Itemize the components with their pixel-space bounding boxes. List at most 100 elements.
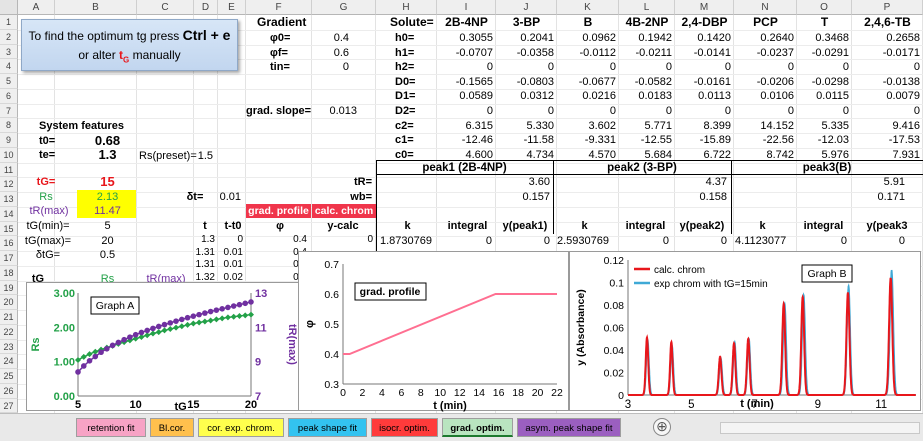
param-cell[interactable]: 0.3055 (459, 32, 493, 44)
row-header-14[interactable]: 14 (0, 206, 18, 222)
param-cell[interactable]: 0.2041 (520, 32, 554, 44)
param-cell[interactable]: 5.976 (821, 148, 849, 161)
param-cell[interactable]: 0.0115 (816, 90, 849, 103)
row-header-27[interactable]: 27 (0, 398, 18, 414)
param-cell[interactable]: -12.03 (817, 134, 849, 147)
param-cell[interactable]: 6.722 (703, 148, 731, 161)
param-cell[interactable]: 6.315 (465, 119, 493, 132)
param-cell[interactable]: -0.0803 (516, 75, 554, 88)
param-cell[interactable]: -0.0707 (455, 46, 493, 59)
tg-value[interactable]: 15 (100, 174, 115, 189)
sheet-tab[interactable]: asym. peak shape fit (517, 418, 621, 437)
row-header-13[interactable]: 13 (0, 192, 18, 207)
param-cell[interactable]: 0 (486, 61, 493, 74)
param-cell[interactable]: 5.330 (526, 119, 554, 132)
param-cell[interactable]: 0.0216 (582, 90, 616, 103)
param-cell[interactable]: -0.0358 (516, 46, 554, 59)
column-header-j[interactable]: J (496, 0, 557, 15)
select-all-corner[interactable] (0, 0, 18, 15)
row-header-21[interactable]: 21 (0, 310, 18, 325)
param-cell[interactable]: 0.1420 (697, 32, 731, 44)
column-header-o[interactable]: O (797, 0, 852, 15)
sheet-tab[interactable]: cor. exp. chrom. (198, 418, 284, 437)
param-cell[interactable]: 0.2658 (886, 32, 920, 44)
row-header-10[interactable]: 10 (0, 147, 18, 163)
param-cell[interactable]: 7.931 (892, 148, 920, 161)
sheet-tab[interactable]: retention fit (76, 418, 146, 437)
param-cell[interactable]: 0 (913, 61, 920, 74)
row-header-12[interactable]: 12 (0, 177, 18, 192)
column-header-f[interactable]: F (246, 0, 312, 15)
param-cell[interactable]: 0.0079 (886, 90, 920, 103)
row-header-25[interactable]: 25 (0, 369, 18, 384)
param-cell[interactable]: 0 (609, 61, 616, 74)
param-cell[interactable]: 0 (842, 61, 849, 74)
grad-profile-button[interactable]: grad. profile (248, 205, 309, 217)
param-cell[interactable]: -0.0582 (634, 75, 672, 88)
param-cell[interactable]: 4.570 (588, 148, 616, 161)
sheet-tab[interactable]: grad. optim. (442, 418, 513, 437)
t0-value[interactable]: 0.68 (94, 133, 121, 148)
column-header-p[interactable]: P (852, 0, 923, 15)
param-cell[interactable]: -0.0112 (579, 46, 617, 59)
param-cell[interactable]: 0 (609, 105, 616, 117)
param-cell[interactable]: -0.0237 (756, 46, 794, 59)
row-header-11[interactable]: 11 (0, 162, 18, 178)
param-cell[interactable]: 0 (547, 105, 554, 117)
tgmin-value[interactable]: 5 (104, 220, 111, 232)
horizontal-scrollbar[interactable] (720, 422, 920, 434)
param-cell[interactable]: -0.0291 (811, 46, 849, 59)
param-cell[interactable]: 5.771 (644, 119, 672, 132)
sheet-tab[interactable]: Bl.cor. (150, 418, 194, 437)
row-header-26[interactable]: 26 (0, 383, 18, 399)
param-cell[interactable]: 0.3468 (815, 32, 849, 44)
param-cell[interactable]: -0.0141 (693, 46, 731, 59)
row-header-2[interactable]: 2 (0, 29, 18, 45)
param-cell[interactable]: 0 (665, 105, 672, 117)
param-cell[interactable]: -12.46 (461, 134, 493, 147)
tgmax-value[interactable]: 20 (101, 235, 114, 247)
column-header-m[interactable]: M (675, 0, 734, 15)
param-cell[interactable]: 14.152 (760, 119, 794, 132)
param-cell[interactable]: 0 (913, 105, 920, 117)
param-cell[interactable]: 0.0589 (459, 90, 493, 103)
param-cell[interactable]: -0.0677 (578, 75, 616, 88)
row-header-4[interactable]: 4 (0, 59, 18, 74)
param-cell[interactable]: 0 (842, 105, 849, 117)
row-header-6[interactable]: 6 (0, 88, 18, 104)
row-header-23[interactable]: 23 (0, 339, 18, 355)
param-cell[interactable]: 0 (724, 105, 731, 117)
param-cell[interactable]: 8.742 (766, 148, 794, 161)
tin-value[interactable]: 0 (342, 61, 349, 73)
add-sheet-icon[interactable]: ⊕ (653, 418, 671, 436)
param-cell[interactable]: 0.0113 (698, 90, 731, 103)
param-cell[interactable]: 0 (486, 105, 493, 117)
param-cell[interactable]: 0 (547, 61, 554, 74)
dtg-value[interactable]: 0.5 (99, 249, 116, 261)
param-cell[interactable]: 9.416 (892, 119, 920, 132)
param-cell[interactable]: 3.602 (588, 119, 616, 132)
param-cell[interactable]: 0.0183 (638, 90, 672, 103)
row-header-7[interactable]: 7 (0, 103, 18, 119)
row-header-24[interactable]: 24 (0, 354, 18, 369)
param-cell[interactable]: 0 (665, 61, 672, 74)
param-cell[interactable]: -0.0211 (635, 46, 673, 59)
te-value[interactable]: 1.3 (98, 147, 117, 162)
row-header-19[interactable]: 19 (0, 280, 18, 296)
param-cell[interactable]: -11.58 (523, 134, 554, 147)
column-header-c[interactable]: C (137, 0, 194, 15)
phi0-value[interactable]: 0.4 (333, 32, 349, 44)
sheet-tab[interactable]: peak shape fit (288, 418, 367, 437)
calc-chrom-button[interactable]: calc. chrom (314, 205, 374, 217)
param-cell[interactable]: -22.56 (762, 134, 794, 147)
param-cell[interactable]: -0.0161 (693, 75, 731, 88)
row-header-18[interactable]: 18 (0, 265, 18, 281)
column-header-n[interactable]: N (734, 0, 797, 15)
dt-value[interactable]: 0.01 (219, 191, 241, 203)
row-header-20[interactable]: 20 (0, 295, 18, 310)
param-cell[interactable]: 0 (724, 61, 731, 74)
param-cell[interactable]: 0.2640 (760, 32, 794, 44)
param-cell[interactable]: -17.53 (888, 134, 920, 147)
param-cell[interactable]: -9.331 (584, 134, 616, 147)
column-header-g[interactable]: G (312, 0, 376, 15)
